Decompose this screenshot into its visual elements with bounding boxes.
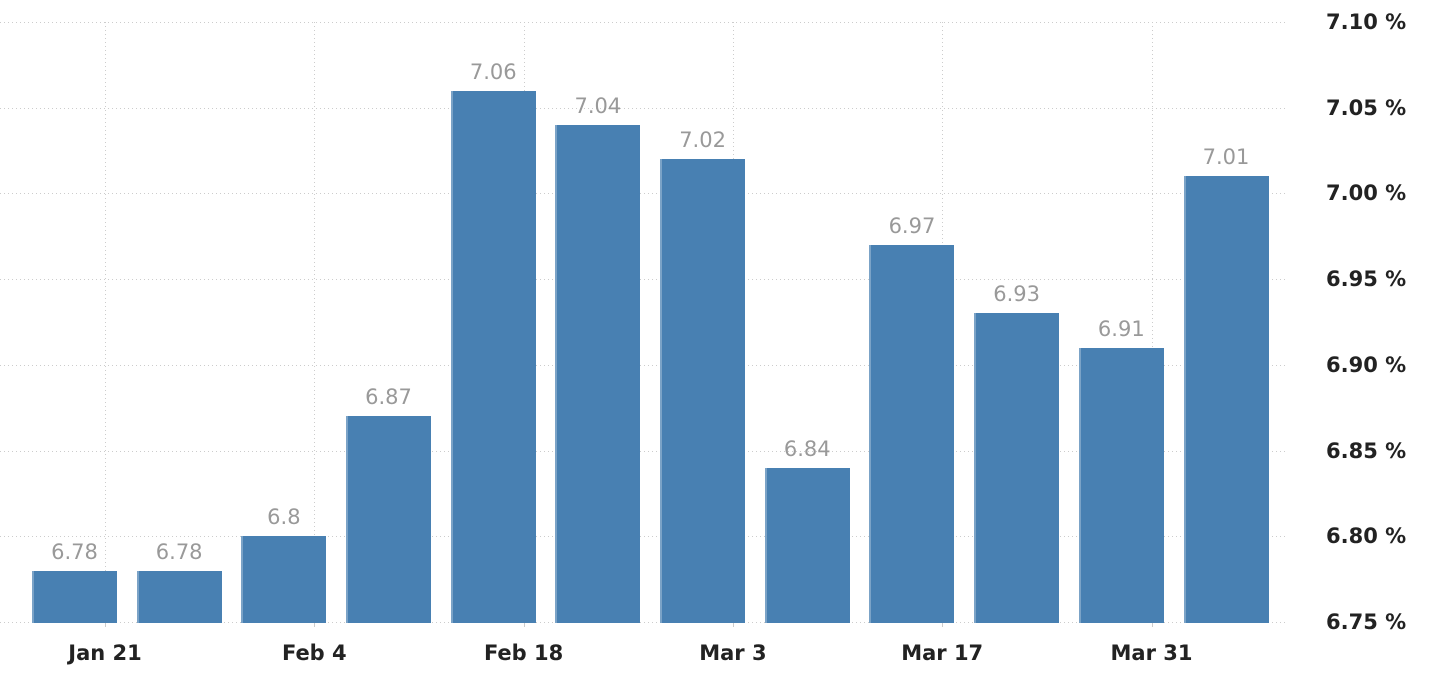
x-axis-tick [1151, 622, 1153, 627]
bar[interactable] [32, 570, 117, 623]
bar-value-label: 6.93 [993, 282, 1041, 307]
gridline-horizontal [0, 22, 1288, 23]
gridline-vertical [314, 22, 316, 622]
y-axis-label: 6.75 % [1326, 610, 1407, 634]
x-axis-tick [105, 622, 106, 627]
bar[interactable] [1183, 176, 1269, 623]
bar[interactable] [764, 467, 850, 623]
bar[interactable] [136, 570, 222, 623]
bar[interactable] [450, 90, 536, 623]
bar-value-label: 6.84 [783, 436, 831, 461]
bar-value-label: 6.87 [365, 385, 412, 410]
y-axis-label: 6.85 % [1326, 438, 1407, 463]
gridline-horizontal [0, 364, 1288, 366]
bar-value-label: 6.8 [267, 505, 301, 530]
x-axis-tick [523, 622, 525, 627]
gridline-vertical [105, 22, 106, 622]
x-axis-label: Mar 3 [699, 641, 767, 665]
bar[interactable] [241, 536, 327, 623]
bar-value-label: 6.97 [888, 213, 936, 238]
bar-value-label: 6.91 [1097, 316, 1145, 341]
y-axis-label: 6.95 % [1326, 267, 1407, 292]
bar[interactable] [555, 124, 641, 623]
gridline-horizontal [0, 536, 1288, 538]
gridline-horizontal [0, 193, 1288, 195]
bar[interactable] [1078, 347, 1164, 623]
y-axis-label: 6.90 % [1326, 352, 1407, 377]
x-axis-tick [314, 622, 316, 627]
gridline-horizontal [0, 450, 1288, 452]
x-axis-tick [942, 622, 944, 627]
bar-value-label: 7.02 [679, 128, 726, 153]
y-axis-label: 7.00 % [1326, 181, 1407, 206]
x-axis-label: Feb 18 [483, 641, 564, 665]
y-axis-label: 7.10 % [1326, 10, 1407, 34]
y-axis-label: 6.80 % [1326, 524, 1407, 549]
bar[interactable] [974, 313, 1060, 623]
y-axis-label: 7.05 % [1326, 95, 1407, 120]
bar-value-label: 6.78 [155, 539, 203, 564]
gridline-horizontal [0, 107, 1288, 109]
bar-value-label: 7.01 [1202, 145, 1250, 170]
bar[interactable] [346, 416, 432, 623]
gridline-vertical [1151, 22, 1153, 622]
x-axis-tick [732, 622, 734, 627]
x-axis-label: Mar 31 [1110, 641, 1193, 665]
bar-value-label: 7.06 [469, 59, 517, 84]
bar[interactable] [660, 159, 746, 623]
x-axis-label: Jan 21 [68, 641, 142, 665]
x-axis-label: Mar 17 [901, 641, 984, 665]
gridline-horizontal [0, 622, 1288, 623]
gridline-horizontal [0, 279, 1288, 281]
bar-value-label: 6.78 [51, 539, 98, 564]
x-axis-label: Feb 4 [281, 641, 347, 665]
bar[interactable] [869, 244, 955, 623]
bar-value-label: 7.04 [574, 93, 622, 118]
